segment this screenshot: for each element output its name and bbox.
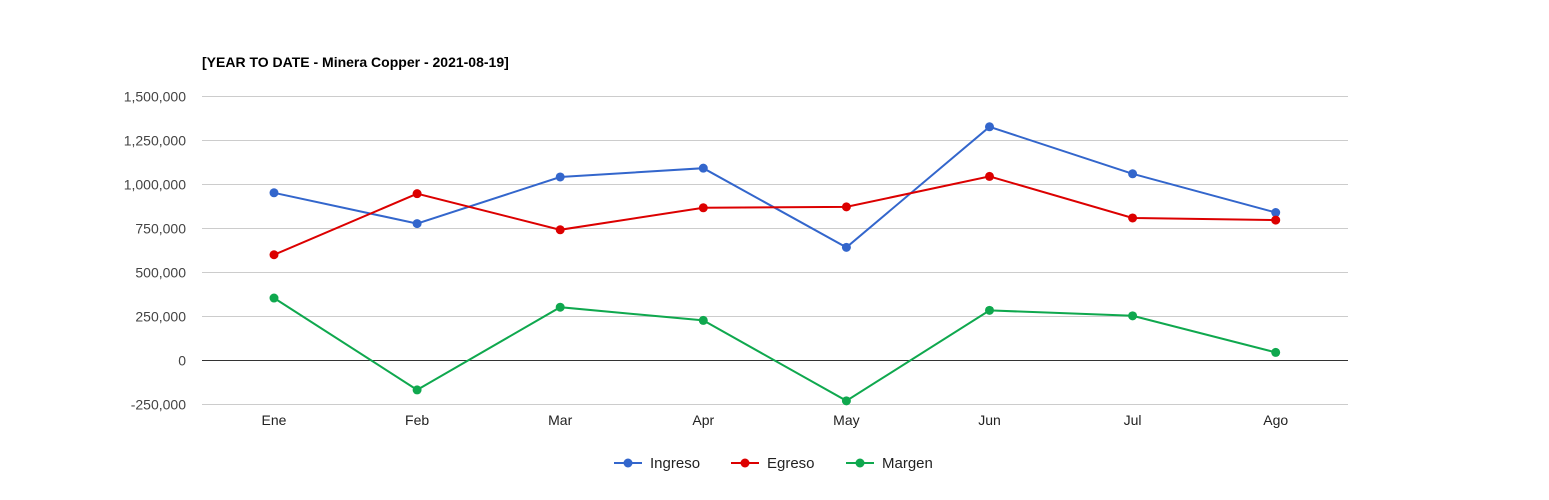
data-point[interactable] <box>1271 215 1281 225</box>
series-margen <box>269 293 1281 406</box>
data-point[interactable] <box>269 293 279 303</box>
y-tick-label: -250,000 <box>131 397 186 413</box>
data-point[interactable] <box>269 250 279 260</box>
legend-label: Margen <box>882 455 933 472</box>
x-tick-label: Ago <box>1263 412 1288 428</box>
y-tick-label: 1,500,000 <box>124 89 186 105</box>
x-tick-label: Jun <box>978 412 1001 428</box>
series-line <box>273 175 1276 256</box>
data-point[interactable] <box>985 122 994 132</box>
data-point[interactable] <box>1128 311 1138 321</box>
y-tick-label: 0 <box>178 353 186 369</box>
series-lines <box>269 122 1281 406</box>
data-point[interactable] <box>1128 213 1138 223</box>
data-point[interactable] <box>412 219 422 229</box>
legend-marker <box>855 458 865 468</box>
data-point[interactable] <box>698 315 708 325</box>
data-point[interactable] <box>412 385 422 395</box>
legend-item-ingreso[interactable]: Ingreso <box>614 455 700 472</box>
data-point[interactable] <box>269 188 279 198</box>
data-point[interactable] <box>555 302 565 312</box>
legend-label: Egreso <box>767 455 815 472</box>
data-point[interactable] <box>555 225 565 235</box>
series-ingreso <box>269 122 1281 252</box>
series-egreso <box>269 171 1281 260</box>
x-tick-label: Ene <box>262 412 287 428</box>
data-point[interactable] <box>841 396 851 406</box>
y-tick-label: 250,000 <box>135 309 186 325</box>
gridlines <box>202 96 1348 405</box>
x-axis-ticks: Ene Feb Mar Apr May Jun Jul Ago <box>262 412 1289 428</box>
data-point[interactable] <box>555 172 565 182</box>
series-line <box>273 297 1276 402</box>
x-tick-label: May <box>833 412 859 428</box>
legend-label: Ingreso <box>650 455 700 472</box>
x-tick-label: Apr <box>692 412 714 428</box>
y-tick-label: 1,250,000 <box>124 133 186 149</box>
data-point[interactable] <box>841 202 851 212</box>
legend-marker <box>740 458 750 468</box>
data-point[interactable] <box>698 163 708 173</box>
data-point[interactable] <box>412 189 422 199</box>
x-tick-label: Jul <box>1124 412 1142 428</box>
x-tick-label: Mar <box>548 412 572 428</box>
y-tick-label: 750,000 <box>135 221 186 237</box>
data-point[interactable] <box>1271 347 1281 357</box>
y-tick-label: 1,000,000 <box>124 177 186 193</box>
legend-item-egreso[interactable]: Egreso <box>731 455 815 472</box>
legend-marker <box>623 458 633 468</box>
x-tick-label: Feb <box>405 412 429 428</box>
chart-title: [YEAR TO DATE - Minera Copper - 2021-08-… <box>202 54 509 70</box>
data-point[interactable] <box>698 203 708 213</box>
legend-item-margen[interactable]: Margen <box>846 455 933 472</box>
data-point[interactable] <box>1271 208 1281 218</box>
data-point[interactable] <box>985 171 994 181</box>
data-point[interactable] <box>1128 169 1138 179</box>
data-point[interactable] <box>985 305 994 315</box>
y-tick-label: 500,000 <box>135 265 186 281</box>
legend[interactable]: Ingreso Egreso Margen <box>614 455 933 472</box>
y-axis-ticks: -250,000 0 250,000 500,000 750,000 1,000,000 1… <box>124 89 187 413</box>
series-line <box>273 125 1276 249</box>
data-point[interactable] <box>841 242 851 252</box>
